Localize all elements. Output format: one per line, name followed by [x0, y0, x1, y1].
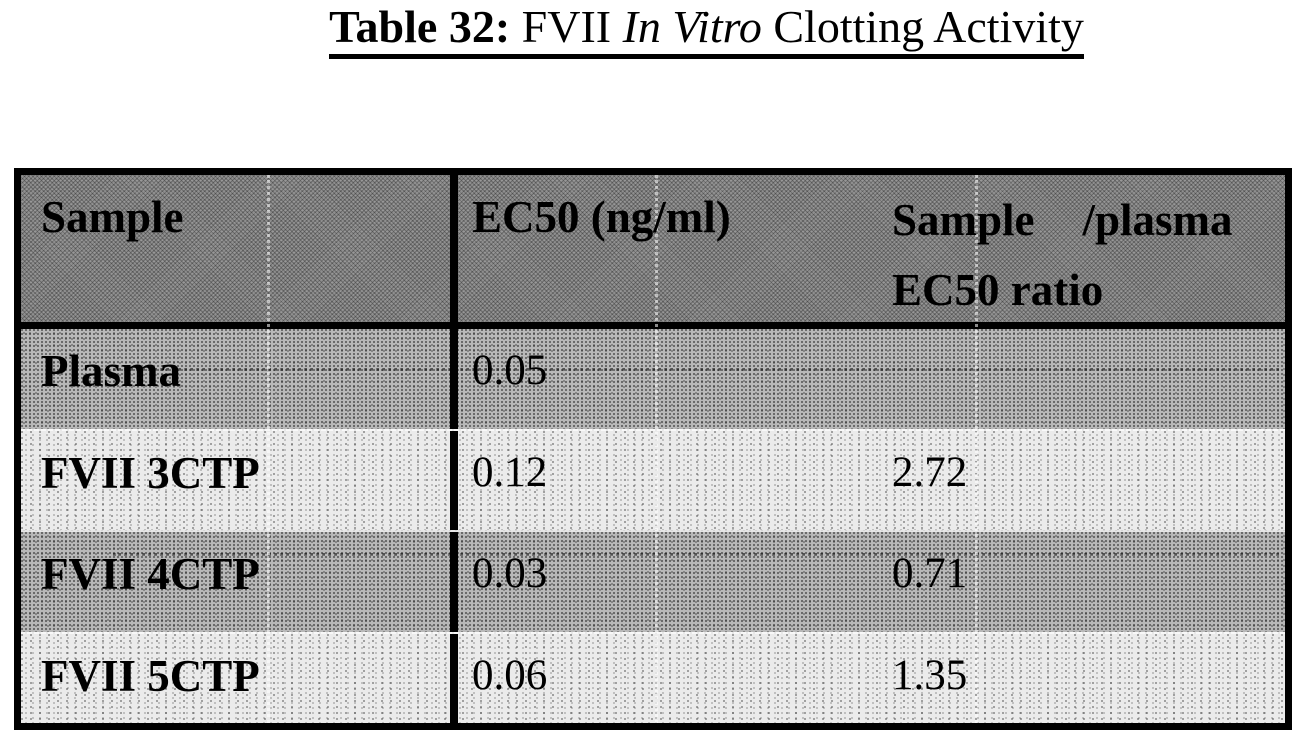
- sample-name: FVII 3CTP: [41, 448, 260, 498]
- sample-name: Plasma: [41, 346, 181, 396]
- header-ec50-label: EC50 (ng/ml): [472, 192, 731, 242]
- caption-text-italic: In Vitro: [622, 1, 762, 52]
- ec50-value: 0.05: [472, 347, 548, 394]
- cell-values: 0.12 2.72: [458, 431, 1285, 530]
- caption-label: Table 32:: [329, 1, 511, 52]
- caption-text-regular-2: Clotting Activity: [761, 1, 1084, 52]
- table-row-fvii-4ctp: FVII 4CTP 0.03 0.71: [21, 530, 1285, 632]
- clotting-activity-table: Sample EC50 (ng/ml) Sample /plasma EC50 …: [14, 168, 1292, 730]
- header-sample-label: Sample: [41, 192, 184, 242]
- table-header-row: Sample EC50 (ng/ml) Sample /plasma EC50 …: [21, 175, 1285, 329]
- caption-text-regular-1: FVII: [510, 1, 623, 52]
- header-cell-values: EC50 (ng/ml) Sample /plasma EC50 ratio: [458, 175, 1285, 322]
- cell-values: 0.05: [458, 329, 1285, 429]
- cell-values: 0.06 1.35: [458, 634, 1285, 723]
- cell-sample: FVII 3CTP: [21, 431, 458, 530]
- cell-sample: FVII 5CTP: [21, 634, 458, 723]
- table-row-fvii-3ctp: FVII 3CTP 0.12 2.72: [21, 429, 1285, 530]
- ratio-value: 0.71: [892, 550, 968, 597]
- ec50-value: 0.06: [472, 652, 548, 699]
- header-ratio-label: Sample /plasma EC50 ratio: [892, 185, 1233, 325]
- table-caption: Table 32: FVII In Vitro Clotting Activit…: [0, 2, 1299, 59]
- table-row-plasma: Plasma 0.05: [21, 329, 1285, 429]
- header-ratio-line1: Sample /plasma: [892, 185, 1233, 255]
- ratio-value: 2.72: [892, 449, 968, 496]
- table-caption-text: Table 32: FVII In Vitro Clotting Activit…: [329, 2, 1084, 59]
- cell-sample: Plasma: [21, 329, 458, 429]
- table-row-fvii-5ctp: FVII 5CTP 0.06 1.35: [21, 632, 1285, 723]
- cell-sample: FVII 4CTP: [21, 532, 458, 632]
- ratio-value: 1.35: [892, 652, 968, 699]
- ec50-value: 0.03: [472, 550, 548, 597]
- header-ratio-line2: EC50 ratio: [892, 265, 1104, 315]
- header-cell-sample: Sample: [21, 175, 458, 322]
- ec50-value: 0.12: [472, 449, 548, 496]
- header-ratio-line1-left: Sample: [892, 195, 1035, 245]
- header-ratio-line1-right: /plasma: [1082, 195, 1233, 245]
- sample-name: FVII 4CTP: [41, 549, 260, 599]
- sample-name: FVII 5CTP: [41, 651, 260, 701]
- cell-values: 0.03 0.71: [458, 532, 1285, 632]
